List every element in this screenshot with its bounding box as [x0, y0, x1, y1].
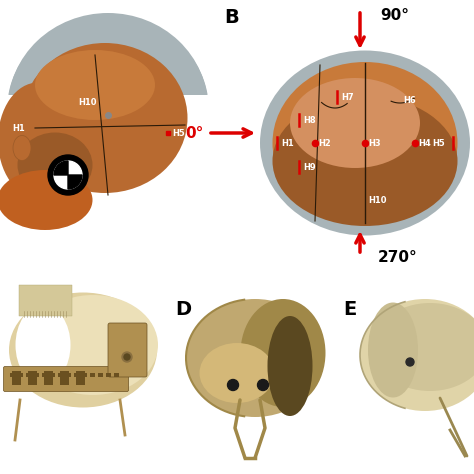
Ellipse shape	[200, 343, 274, 403]
Circle shape	[257, 380, 268, 391]
Text: 270°: 270°	[378, 250, 418, 265]
Ellipse shape	[368, 302, 418, 398]
Bar	[66, 373, 71, 377]
Circle shape	[228, 380, 238, 391]
Text: H7: H7	[341, 92, 354, 101]
Ellipse shape	[0, 82, 78, 198]
Ellipse shape	[360, 299, 474, 411]
Text: H9: H9	[303, 163, 316, 172]
Bar	[98, 373, 103, 377]
Bar	[76, 371, 85, 385]
Bar	[44, 371, 53, 385]
Ellipse shape	[0, 170, 92, 230]
Circle shape	[54, 161, 82, 189]
Text: H4: H4	[418, 138, 431, 147]
Ellipse shape	[186, 299, 324, 417]
Polygon shape	[9, 18, 207, 210]
Ellipse shape	[240, 299, 326, 407]
Ellipse shape	[260, 51, 470, 236]
Bar	[34, 373, 39, 377]
Circle shape	[406, 358, 414, 366]
Ellipse shape	[267, 316, 312, 416]
Circle shape	[122, 352, 132, 362]
Bar	[12, 371, 21, 385]
FancyBboxPatch shape	[108, 323, 147, 377]
Bar	[26, 373, 31, 377]
Text: H2: H2	[318, 138, 331, 147]
Ellipse shape	[35, 50, 155, 120]
Bar	[82, 373, 87, 377]
Ellipse shape	[18, 133, 92, 198]
Text: H10: H10	[79, 98, 97, 107]
Circle shape	[124, 354, 130, 360]
Ellipse shape	[16, 305, 71, 385]
Bar	[60, 371, 69, 385]
Text: E: E	[343, 300, 356, 319]
Ellipse shape	[290, 78, 420, 168]
Ellipse shape	[28, 295, 158, 395]
Text: 90°: 90°	[380, 8, 409, 23]
Bar	[42, 373, 47, 377]
Text: H3: H3	[368, 138, 381, 147]
Text: H1: H1	[281, 138, 294, 147]
Bar	[90, 373, 95, 377]
Text: H8: H8	[303, 116, 316, 125]
Ellipse shape	[22, 43, 188, 193]
Text: B: B	[225, 8, 239, 27]
Wedge shape	[54, 161, 68, 175]
Bar	[28, 371, 37, 385]
Wedge shape	[68, 175, 82, 189]
FancyBboxPatch shape	[19, 284, 73, 316]
Bar	[114, 373, 119, 377]
Text: H6: H6	[403, 95, 416, 104]
Text: H5: H5	[172, 128, 185, 137]
Bar	[50, 373, 55, 377]
Bar	[10, 373, 15, 377]
Text: D: D	[175, 300, 191, 319]
Bar	[18, 373, 23, 377]
Text: H1: H1	[12, 124, 25, 133]
FancyBboxPatch shape	[3, 366, 128, 392]
Ellipse shape	[13, 136, 31, 161]
Bar	[106, 373, 111, 377]
Ellipse shape	[9, 292, 157, 408]
Bar	[74, 373, 79, 377]
Bar	[8, 95, 208, 215]
Bar	[58, 373, 63, 377]
Ellipse shape	[273, 96, 457, 226]
Ellipse shape	[373, 303, 474, 391]
Text: H10: H10	[368, 195, 386, 204]
Ellipse shape	[8, 13, 208, 203]
Text: 0°: 0°	[186, 126, 204, 140]
Circle shape	[48, 155, 88, 195]
Ellipse shape	[273, 62, 457, 224]
Text: H5: H5	[432, 138, 445, 147]
